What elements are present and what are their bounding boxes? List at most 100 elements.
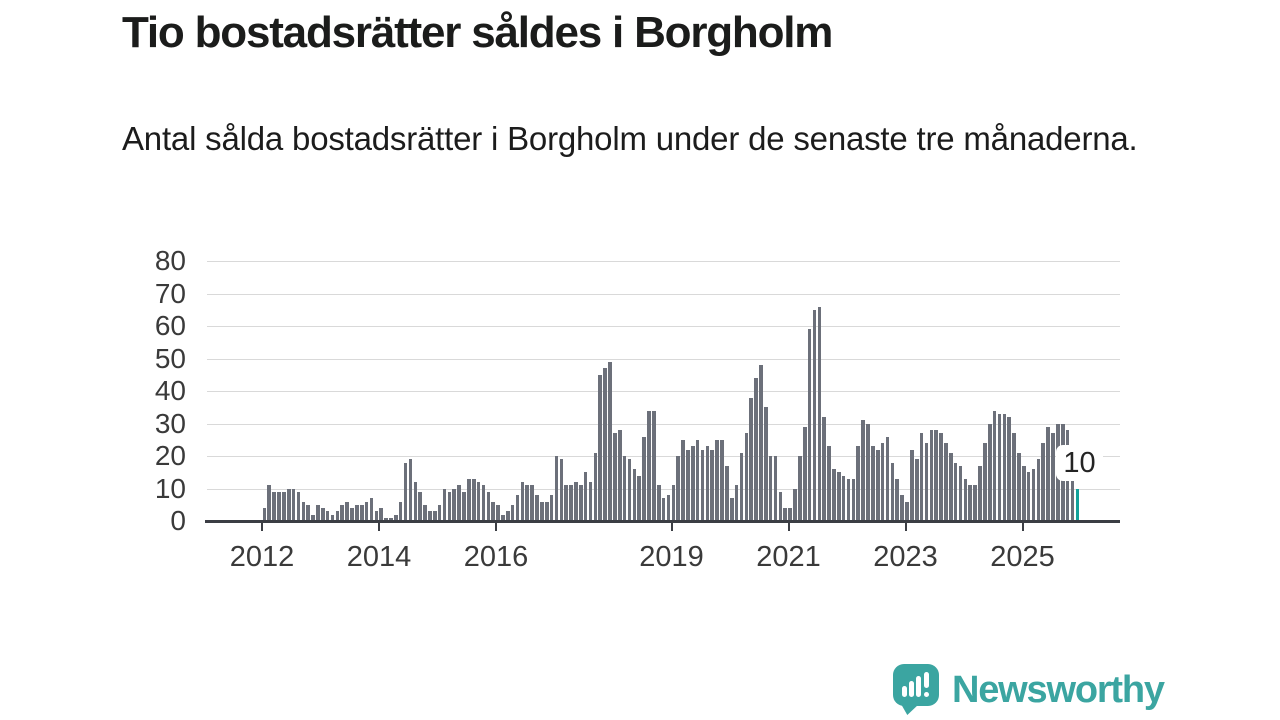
bar [544,501,549,521]
bar [321,508,325,521]
bar [291,488,296,521]
gridline [207,261,1120,262]
bar [1036,459,1041,521]
bar [530,485,534,521]
bar [350,508,354,521]
bar [486,491,491,521]
bar [1026,472,1031,521]
bar [666,495,671,521]
bar [613,433,617,521]
newsworthy-logo: Newsworthy [893,664,1165,716]
bar [973,485,977,521]
bar [564,485,568,521]
bar [330,514,335,521]
gridline [207,391,1120,392]
bar [725,465,729,521]
bar [749,397,753,521]
bar [798,456,802,521]
bar [656,485,661,521]
bar [603,368,607,521]
x-axis-label: 2019 [639,541,704,573]
bar [978,465,982,521]
bar [924,443,929,521]
bar [423,504,427,521]
bar [832,469,836,521]
bar [364,501,369,521]
bar [768,456,773,521]
bar [890,462,895,521]
bar [788,508,792,521]
gridline [207,358,1120,360]
bar [715,439,719,521]
bar [686,449,690,521]
bar [934,430,938,521]
highlighted-bar [1075,488,1080,521]
bar [457,485,461,521]
x-axis-label: 2025 [990,541,1055,573]
bar [467,478,471,521]
bar [773,456,778,521]
bar [408,459,413,521]
bar [900,495,904,521]
bar [525,485,530,521]
bar [632,469,637,521]
bar [700,449,705,521]
bar [827,446,831,521]
bar [652,410,656,521]
bar [418,491,422,521]
bar [968,485,973,521]
y-axis-label: 10 [154,472,186,504]
page-title: Tio bostadsrätter såldes i Borgholm [122,8,833,57]
bar [311,514,315,521]
bar [1002,413,1007,521]
bar [282,491,286,521]
bar [841,475,846,521]
bar [759,365,763,521]
bar [1041,443,1046,521]
x-axis-tick [1021,522,1024,531]
bar [671,485,676,521]
newsworthy-logo-text: Newsworthy [952,668,1165,711]
x-axis-tick [378,522,380,531]
bar [501,514,505,521]
bar [734,485,739,521]
bar [729,498,734,521]
bar [856,446,861,521]
bar [681,439,685,521]
y-axis-label: 0 [170,505,186,536]
bar [1017,452,1021,521]
bar [875,449,880,521]
bar [846,478,851,521]
bar [1012,433,1016,521]
bar [506,511,510,521]
bar [540,501,544,521]
bar [583,472,588,521]
y-axis-label: 60 [154,310,186,341]
bar [515,495,520,521]
bar [778,491,783,521]
bar [1051,433,1055,521]
bar [622,456,627,521]
bar [574,482,578,521]
y-axis: 0 10 20 30 40 50 60 70 80 [88,246,196,536]
x-axis-label: 2014 [346,541,412,573]
bar [306,504,310,521]
bar [496,504,500,521]
bar [992,410,997,521]
bar [944,443,948,521]
bar [695,439,700,521]
bar [948,452,953,521]
bar [447,491,452,521]
bar [939,433,943,521]
bar [919,433,924,521]
bar [861,420,865,521]
x-axis-label: 2021 [756,541,821,573]
bar [394,514,398,521]
bar [802,426,807,521]
bar [905,501,909,521]
bar [588,482,593,521]
y-axis-label: 80 [154,245,186,276]
bar [355,504,359,521]
bar [481,485,486,521]
bar [647,410,651,521]
